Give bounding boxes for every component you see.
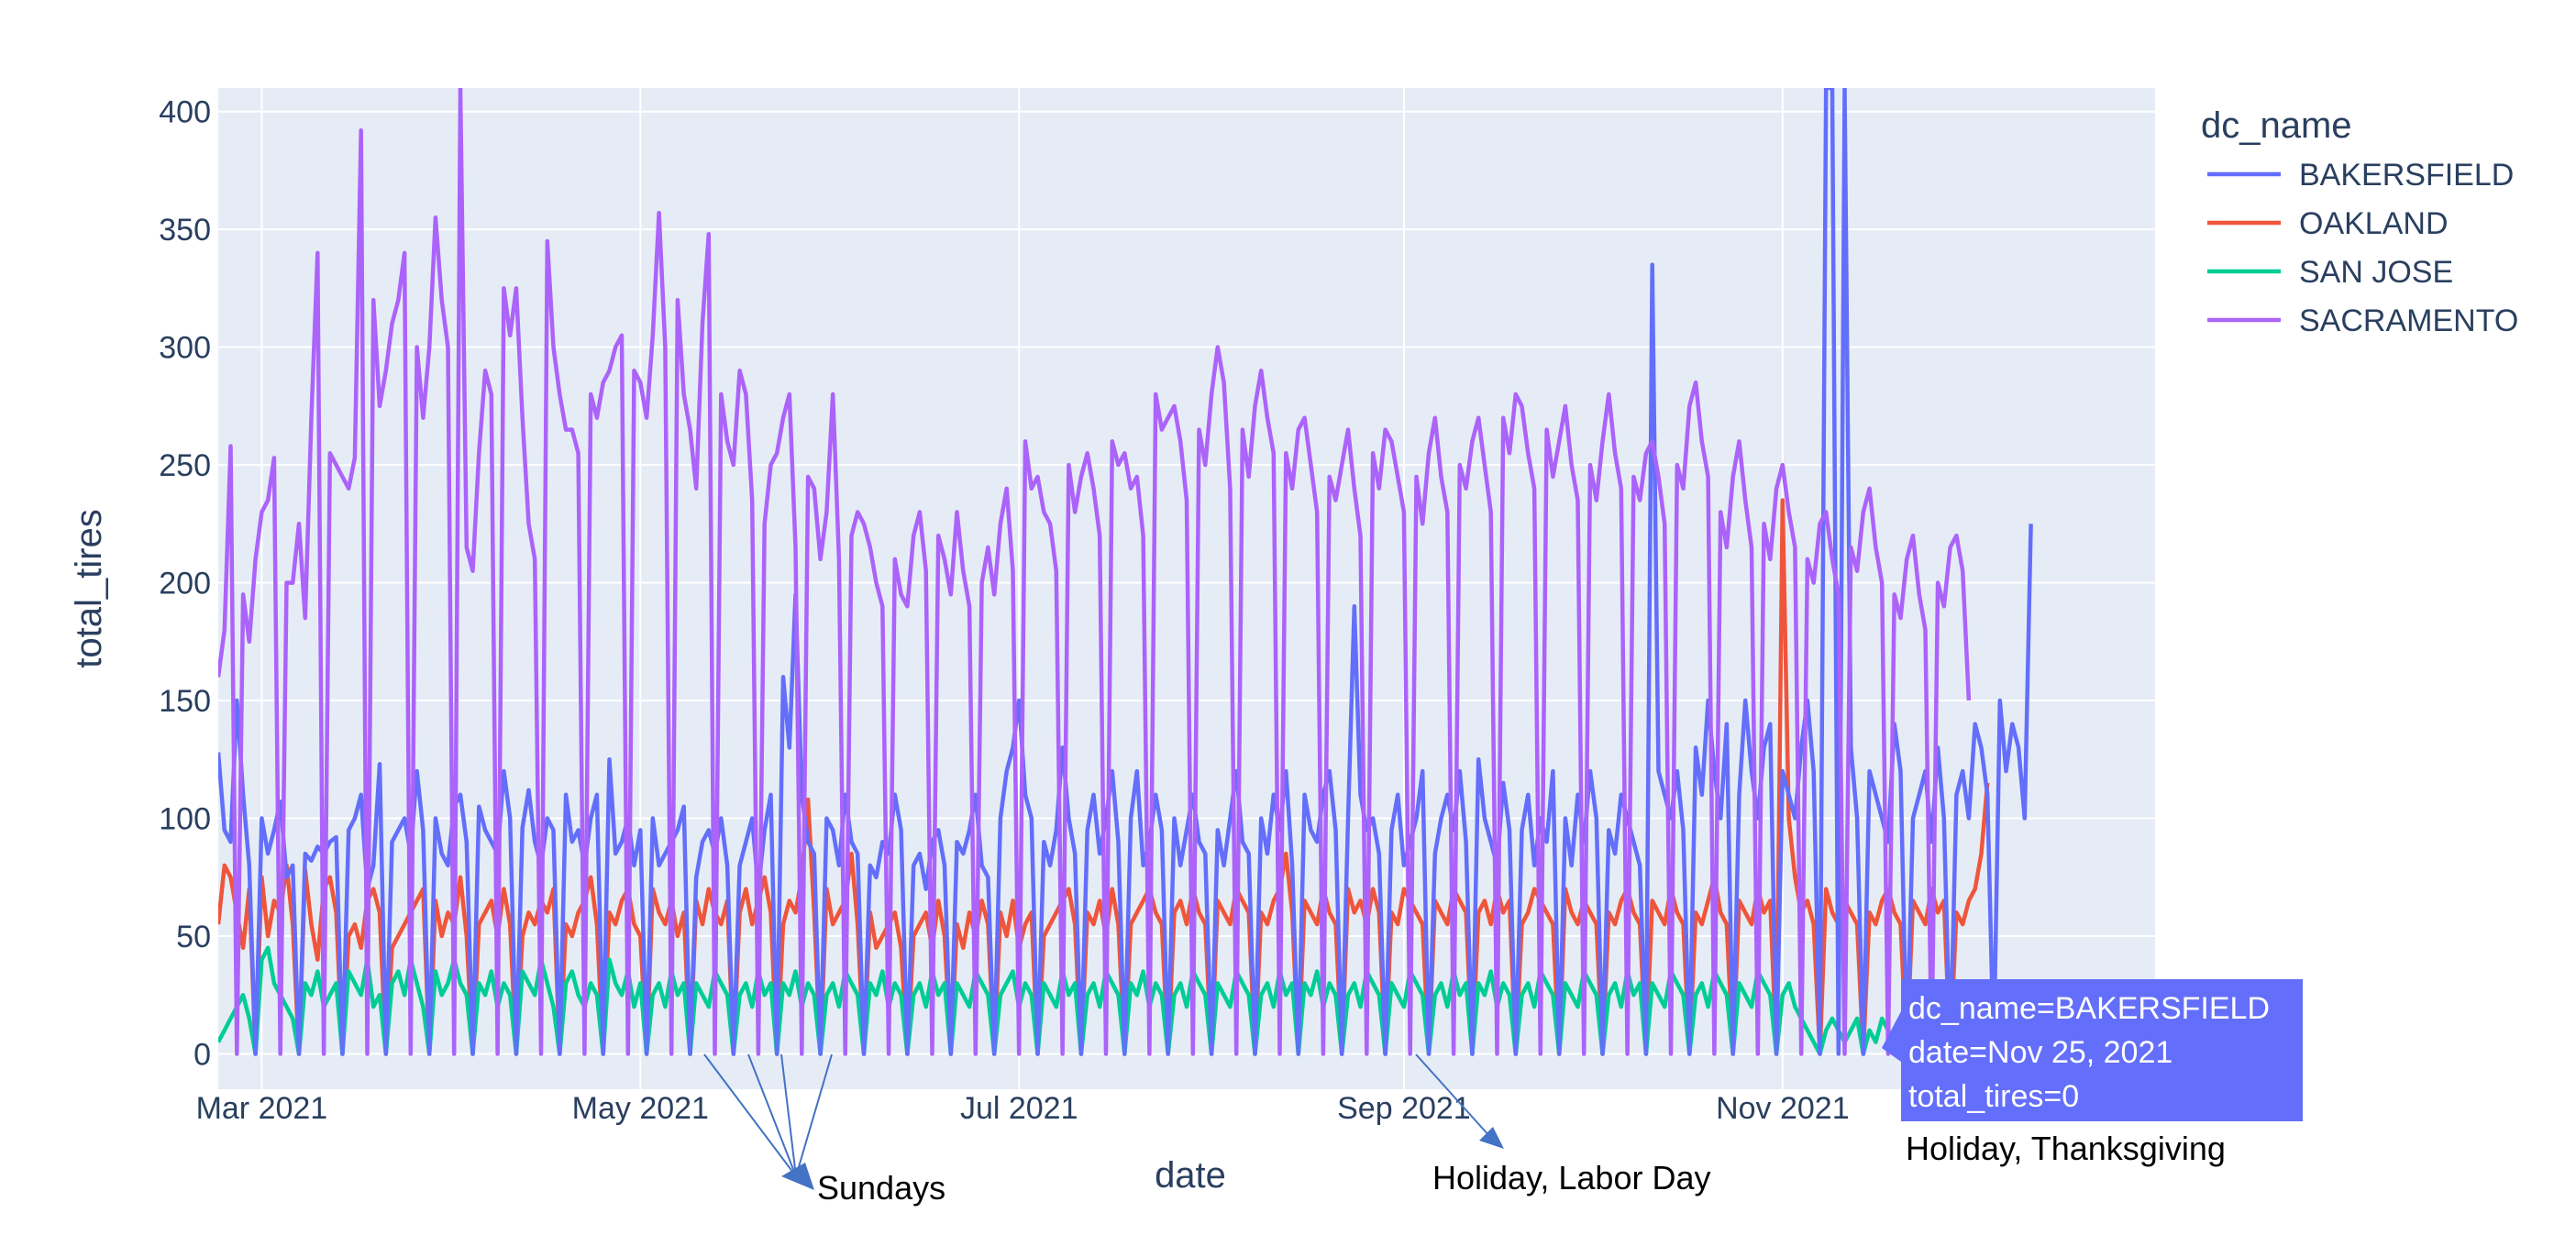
legend-item-label[interactable]: SACRAMENTO [2299,303,2518,338]
hover-box [1901,979,2303,1121]
legend: dc_name BAKERSFIELD OAKLAND SAN JOSE SACRAM… [2201,105,2518,338]
sunday-arrow-line [747,1053,797,1177]
series-lines[interactable] [218,88,2033,1056]
annotation-sundays: Sundays [703,1053,945,1207]
legend-item-label[interactable]: SAN JOSE [2299,255,2453,290]
axis-ticks: 0 50 100 150 200 250 300 350 400 Mar 2021 May 2021… [159,95,1849,1126]
labor-day-label: Holiday, Labor Day [1432,1159,1711,1196]
y-tick-label: 350 [159,213,211,248]
x-tick-label: May 2021 [572,1091,709,1126]
sunday-arrow-line [703,1053,797,1177]
hover-line-3: total_tires=0 [1908,1079,2079,1114]
x-tick-label: Sep 2021 [1337,1091,1471,1126]
sunday-arrow-head [781,1163,814,1190]
x-tick-label: Jul 2021 [960,1091,1078,1126]
annotation-labor-day: Holiday, Labor Day [1415,1053,1711,1196]
labor-day-arrow-line [1415,1053,1491,1138]
x-tick-label: Mar 2021 [196,1091,328,1126]
x-axis-title: date [1155,1155,1226,1196]
hover-pointer [1882,1011,1901,1062]
sundays-label: Sundays [817,1169,945,1207]
hover-line-1: dc_name=BAKERSFIELD [1908,991,2270,1026]
y-tick-label: 0 [193,1037,211,1072]
y-tick-label: 200 [159,567,211,601]
thanksgiving-label: Holiday, Thanksgiving [1906,1130,2226,1167]
y-tick-label: 400 [159,95,211,130]
series-line-bakersfield[interactable] [218,88,2033,1056]
legend-item-label[interactable]: BAKERSFIELD [2299,158,2514,193]
hover-line-2: date=Nov 25, 2021 [1908,1035,2172,1070]
y-tick-label: 250 [159,448,211,483]
labor-day-arrow-head [1479,1127,1504,1149]
y-tick-label: 150 [159,684,211,719]
x-tick-label: Nov 2021 [1716,1091,1850,1126]
y-tick-label: 50 [176,920,211,954]
y-tick-label: 300 [159,331,211,366]
sunday-arrow-line [795,1053,833,1177]
y-tick-label: 100 [159,802,211,837]
sunday-arrow-line [780,1053,797,1177]
y-axis-title: total_tires [69,509,109,667]
hover-tooltip: dc_name=BAKERSFIELD date=Nov 25, 2021 to… [1882,979,2303,1121]
legend-item-label[interactable]: OAKLAND [2299,206,2449,241]
legend-title: dc_name [2201,105,2352,146]
series-line-sacramento[interactable] [218,88,1972,1056]
